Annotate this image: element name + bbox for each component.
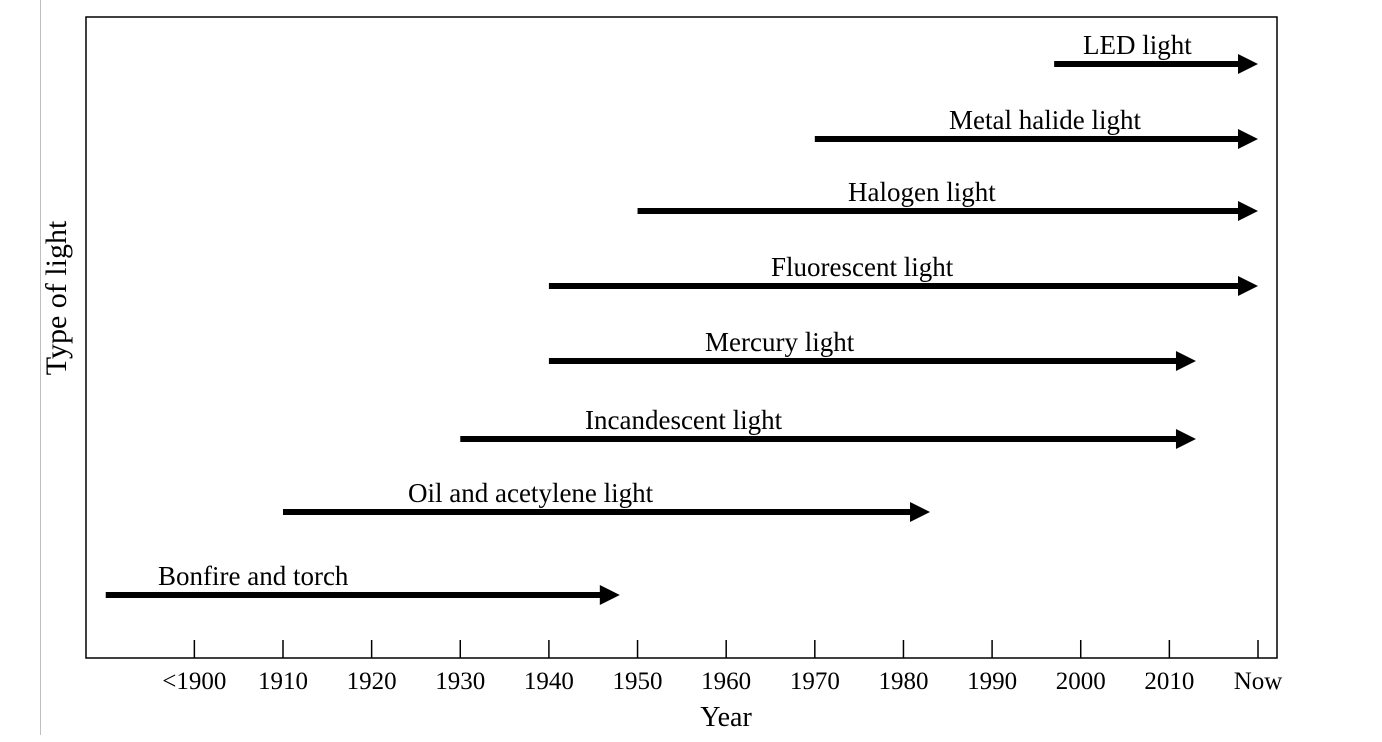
arrow-shaft (814, 136, 1239, 142)
timeline-arrow (283, 502, 931, 522)
arrow-shaft (105, 592, 601, 598)
series-label: Oil and acetylene light (408, 478, 654, 508)
arrow-shaft (460, 436, 1177, 442)
timeline-arrow (460, 429, 1196, 449)
arrow-shaft (548, 283, 1239, 289)
x-tick-label: 1990 (967, 668, 1017, 695)
arrow-head (1238, 54, 1258, 74)
series-label: Mercury light (705, 327, 855, 357)
x-tick-label: <1900 (162, 668, 226, 695)
timeline-arrow (548, 276, 1258, 296)
timeline-arrow (1054, 54, 1258, 74)
x-tick-label: 1960 (701, 668, 751, 695)
x-ticks: <1900 1910 1920 1930 1940 1950 1960 1970 1980 199… (162, 640, 1282, 695)
arrow-series (105, 54, 1258, 605)
arrow-shaft (548, 358, 1177, 364)
arrow-head (1238, 276, 1258, 296)
x-tick-label: 1930 (435, 668, 485, 695)
x-tick-label: 1920 (347, 668, 397, 695)
x-tick-label: Now (1234, 668, 1283, 695)
plot-frame (85, 16, 1278, 659)
arrow-head (1238, 129, 1258, 149)
arrow-head (1238, 201, 1258, 221)
timeline-arrow (548, 351, 1196, 371)
x-tick-label: 1970 (790, 668, 840, 695)
arrow-labels: Bonfire and torch Oil and acetylene light… (158, 30, 1192, 591)
x-tick-label: 1980 (878, 668, 928, 695)
arrow-head (910, 502, 931, 522)
arrow-head (1175, 351, 1196, 371)
timeline-arrow (105, 585, 620, 605)
x-axis-label: Year (700, 702, 752, 733)
series-label: Metal halide light (949, 105, 1141, 135)
x-tick-label: 1950 (613, 668, 663, 695)
x-tick-label: 1910 (258, 668, 308, 695)
series-label: LED light (1083, 30, 1192, 60)
arrow-shaft (283, 509, 912, 515)
x-tick-label: 2010 (1144, 668, 1194, 695)
series-label: Bonfire and torch (158, 561, 349, 591)
series-label: Halogen light (848, 177, 996, 207)
y-axis-label: Type of light (40, 220, 73, 375)
series-label: Incandescent light (585, 405, 783, 435)
arrow-head (1175, 429, 1196, 449)
series-label: Fluorescent light (771, 252, 954, 282)
arrow-head (599, 585, 620, 605)
timeline-arrow (637, 201, 1258, 221)
x-tick-label: 2000 (1056, 668, 1106, 695)
timeline-arrow (814, 129, 1258, 149)
arrow-shaft (637, 208, 1239, 214)
arrow-shaft (1054, 61, 1239, 67)
page-edge-rule (40, 0, 41, 735)
x-tick-label: 1940 (524, 668, 574, 695)
